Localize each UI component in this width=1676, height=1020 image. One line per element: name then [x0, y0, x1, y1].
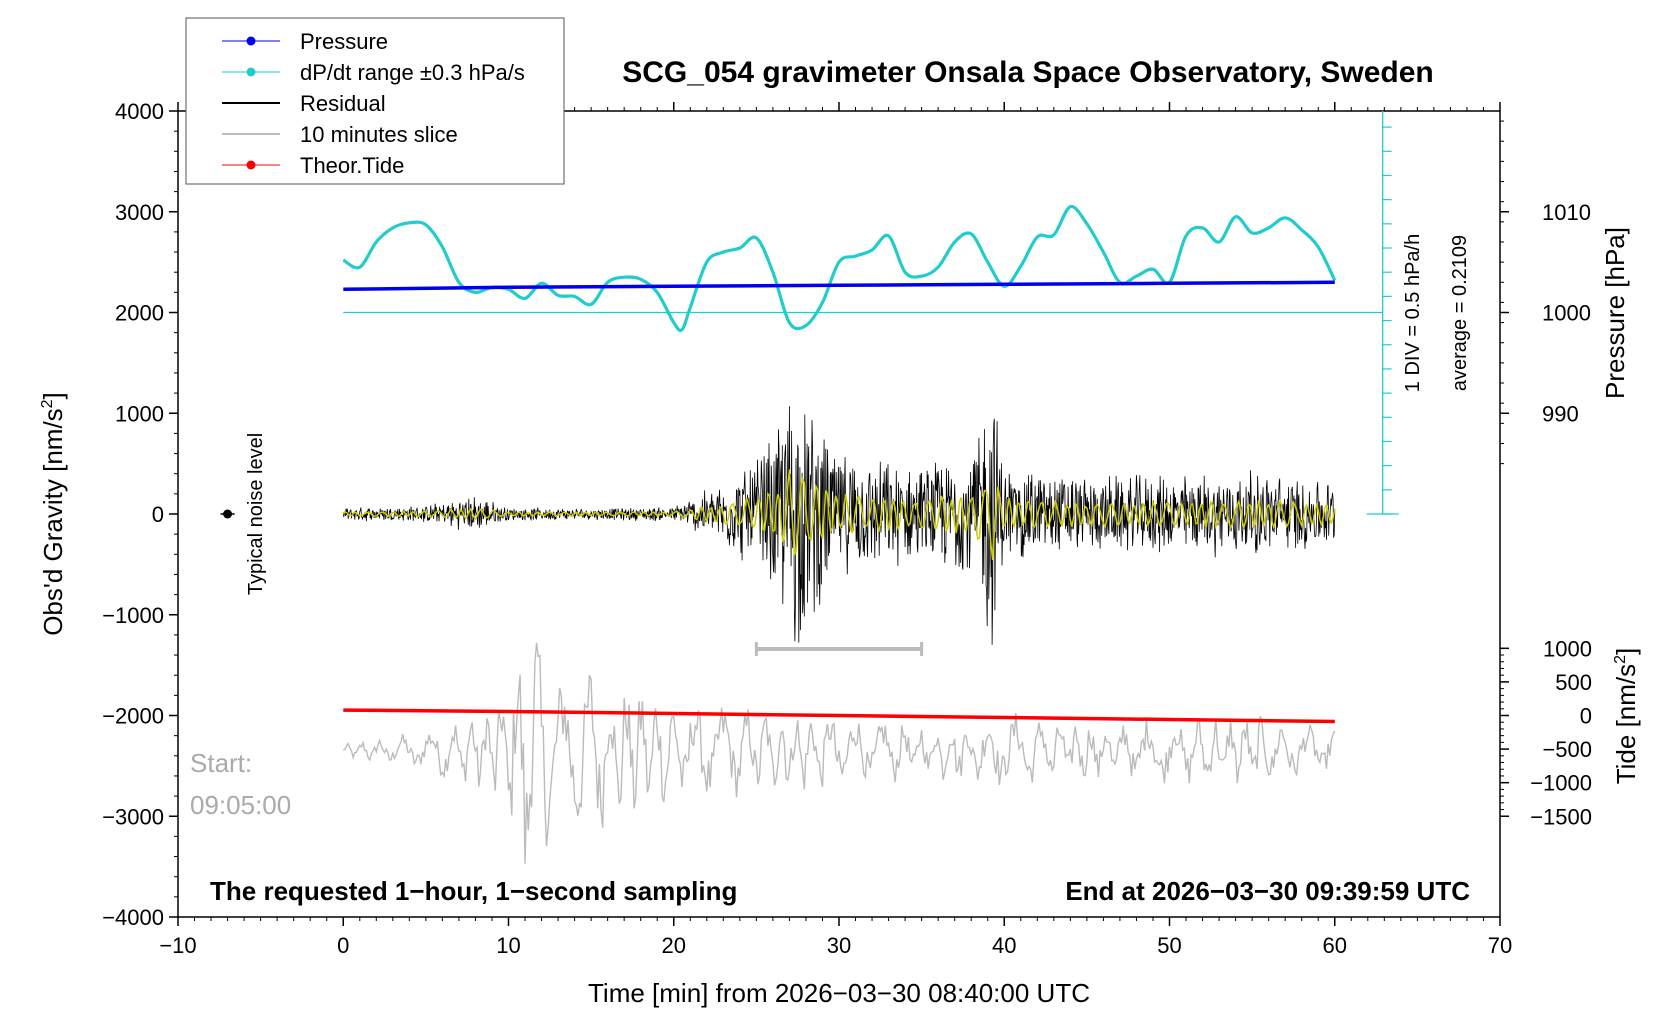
y-axis-tide-title-end: ]	[1611, 648, 1641, 655]
chart-title: SCG_054 gravimeter Onsala Space Observat…	[622, 56, 1434, 89]
x-tick-label: 40	[992, 933, 1016, 958]
pressure-tick-label: 990	[1542, 401, 1579, 426]
x-tick-label: −10	[159, 933, 196, 958]
tide-tick-label: 500	[1555, 670, 1592, 695]
bottom-left-note: The requested 1−hour, 1−second sampling	[210, 876, 737, 906]
x-tick-label: 10	[496, 933, 520, 958]
legend-box	[185, 17, 565, 185]
y-axis-left-title-sup: 2	[39, 399, 56, 408]
y-tick-label: −1000	[102, 603, 164, 628]
y-axis-left-title-end: ]	[38, 392, 68, 399]
axis-ticks: −10 0 10 20 30 40 50 60 70 −4000 −3000 −2000 −1000 0 1…	[102, 99, 1592, 958]
residual-line	[342, 406, 1336, 645]
y-axis-left-title: Obs'd Gravity [nm/s2]	[38, 392, 68, 636]
start-label: Start:	[190, 748, 252, 778]
y-axis-pressure-title: Pressure [hPa]	[1600, 227, 1630, 399]
x-tick-label: 70	[1488, 933, 1512, 958]
x-axis-title: Time [min] from 2026−03−30 08:40:00 UTC	[588, 978, 1090, 1008]
y-axis-tide-title-main: Tide [nm/s	[1611, 664, 1641, 784]
y-tick-label: 1000	[115, 401, 164, 426]
legend-marker-tide	[246, 160, 256, 170]
y-tick-label: −2000	[102, 704, 164, 729]
x-tick-label: 50	[1157, 933, 1181, 958]
y-axis-tide-title: Tide [nm/s2]	[1611, 648, 1641, 785]
legend-label-tide: Theor.Tide	[300, 153, 404, 178]
legend-label-residual: Residual	[300, 91, 386, 116]
bottom-right-note: End at 2026−03−30 09:39:59 UTC	[1065, 876, 1470, 906]
div-label: 1 DIV = 0.5 hPa/h	[1402, 234, 1424, 392]
tide-tick-label: 1000	[1543, 636, 1592, 661]
legend: Pressure dP/dt range ±0.3 hPa/s Residual 10…	[185, 17, 565, 185]
legend-items: Pressure dP/dt range ±0.3 hPa/s Residual 10…	[222, 29, 525, 178]
y-tick-label: −3000	[102, 804, 164, 829]
average-label: average = 0.2109	[1449, 235, 1471, 391]
x-tick-label: 0	[337, 933, 349, 958]
legend-label-slice: 10 minutes slice	[300, 122, 458, 147]
pressure-tick-label: 1010	[1542, 200, 1591, 225]
x-tick-label: 30	[827, 933, 851, 958]
dpdt-line	[342, 205, 1337, 333]
legend-marker-dpdt	[246, 67, 256, 77]
y-tick-label: 0	[152, 502, 164, 527]
y-axis-tide-title-sup: 2	[1612, 655, 1629, 664]
y-axis-left-title-main: Obs'd Gravity [nm/s	[38, 408, 68, 635]
y-tick-label: 4000	[115, 99, 164, 124]
legend-label-pressure: Pressure	[300, 29, 388, 54]
annotation-layer	[220, 111, 1399, 657]
tide-tick-label: 0	[1580, 704, 1592, 729]
legend-marker-pressure	[246, 36, 256, 46]
y-tick-label: 2000	[115, 301, 164, 326]
tide-tick-label: −1000	[1530, 771, 1592, 796]
smoothed-residual-line	[342, 469, 1336, 561]
noise-point	[223, 509, 233, 519]
y-tick-label: 3000	[115, 200, 164, 225]
noise-label: Typical noise level	[245, 433, 267, 595]
start-time: 09:05:00	[190, 790, 291, 820]
tide-tick-label: −500	[1542, 737, 1592, 762]
pressure-tick-label: 1000	[1542, 301, 1591, 326]
series-layer	[342, 205, 1337, 864]
tide-tick-label: −1500	[1530, 804, 1592, 829]
legend-label-dpdt: dP/dt range ±0.3 hPa/s	[300, 60, 525, 85]
x-tick-label: 20	[662, 933, 686, 958]
x-tick-label: 60	[1323, 933, 1347, 958]
tide-line	[343, 708, 1335, 724]
pressure-line	[343, 280, 1335, 292]
slice-line	[343, 642, 1336, 864]
y-tick-label: −4000	[102, 905, 164, 930]
